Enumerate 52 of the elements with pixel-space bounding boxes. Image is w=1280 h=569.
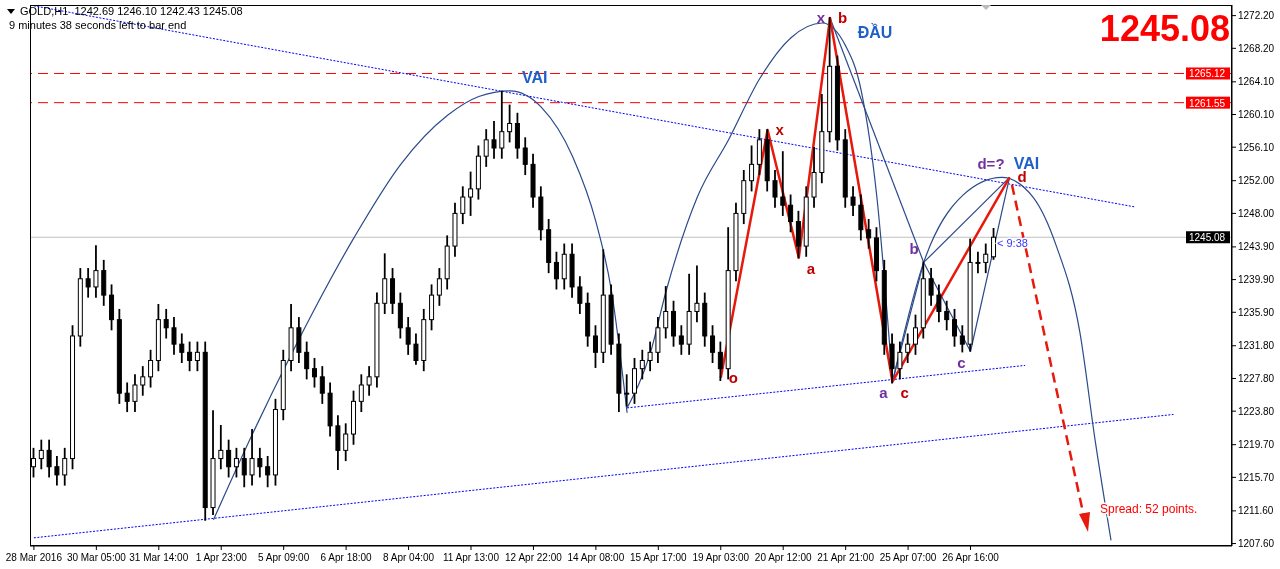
data-label: ĐẦU <box>857 22 893 41</box>
data-label: o <box>728 368 738 386</box>
annotation: < 9:38 <box>997 237 1028 249</box>
data-label: b <box>838 9 848 27</box>
ref-line-label: 1265.12 <box>1189 68 1226 80</box>
y-tick-label: 1264.10 <box>1238 76 1275 88</box>
y-tick-label: 1223.80 <box>1238 405 1275 417</box>
x-tick-label: 30 Mar 05:00 <box>66 552 127 563</box>
x-tick-label: 8 Apr 04:00 <box>382 552 435 563</box>
x-tick-label: 25 Apr 07:00 <box>879 552 937 563</box>
x-tick-label: 21 Apr 21:00 <box>817 552 875 563</box>
ref-line-label: 1261.55 <box>1189 97 1226 109</box>
y-tick-label: 1231.80 <box>1238 340 1275 352</box>
x-tick-label: 31 Mar 14:00 <box>129 552 189 563</box>
y-tick-label: 1211.60 <box>1238 505 1274 517</box>
x-tick-label: 5 Apr 09:00 <box>258 552 310 563</box>
y-tick-label: 1239.90 <box>1238 274 1275 286</box>
data-label: VAI <box>522 68 548 86</box>
y-tick-label: 1243.90 <box>1238 241 1275 253</box>
x-tick-label: 11 Apr 13:00 <box>443 552 500 563</box>
x-tick-label: 1 Apr 23:00 <box>195 552 248 563</box>
x-tick-label: 28 Mar 2016 <box>5 552 63 563</box>
data-label: c <box>900 383 909 401</box>
x-tick-label: 15 Apr 17:00 <box>629 552 688 563</box>
x-tick-label: 19 Apr 03:00 <box>692 552 750 563</box>
data-label: b <box>909 240 919 258</box>
y-tick-label: 1256.10 <box>1238 141 1275 153</box>
annotation: 1245.08 <box>1099 8 1230 49</box>
data-label: d=? <box>977 155 1005 173</box>
data-label: a <box>879 383 889 401</box>
y-tick-label: 1227.80 <box>1238 373 1275 385</box>
x-tick-label: 6 Apr 18:00 <box>320 552 373 563</box>
y-tick-label: 1260.10 <box>1238 109 1275 121</box>
y-tick-label: 1248.00 <box>1238 207 1275 219</box>
x-tick-label: 12 Apr 22:00 <box>505 552 563 563</box>
x-tick-label: 20 Apr 12:00 <box>754 552 812 563</box>
data-label: c <box>957 353 966 371</box>
y-tick-label: 1252.00 <box>1238 175 1275 187</box>
data-label: x <box>816 9 826 27</box>
x-tick-label: 26 Apr 16:00 <box>942 552 1000 563</box>
data-label: a <box>806 259 816 277</box>
y-tick-label: 1219.70 <box>1238 439 1275 451</box>
y-tick-label: 1207.60 <box>1238 538 1275 550</box>
y-tick-label: 1268.20 <box>1238 42 1275 54</box>
y-tick-label: 1215.70 <box>1238 471 1275 483</box>
y-tick-label: 1235.90 <box>1238 306 1275 318</box>
annotation: Spread: 52 points. <box>1100 502 1198 516</box>
y-tick-label: 1272.20 <box>1238 10 1275 22</box>
data-label: x <box>775 121 785 139</box>
ref-line-label: 1245.08 <box>1189 232 1226 244</box>
data-label: d <box>1017 168 1027 186</box>
x-tick-label: 14 Apr 08:00 <box>567 552 625 563</box>
